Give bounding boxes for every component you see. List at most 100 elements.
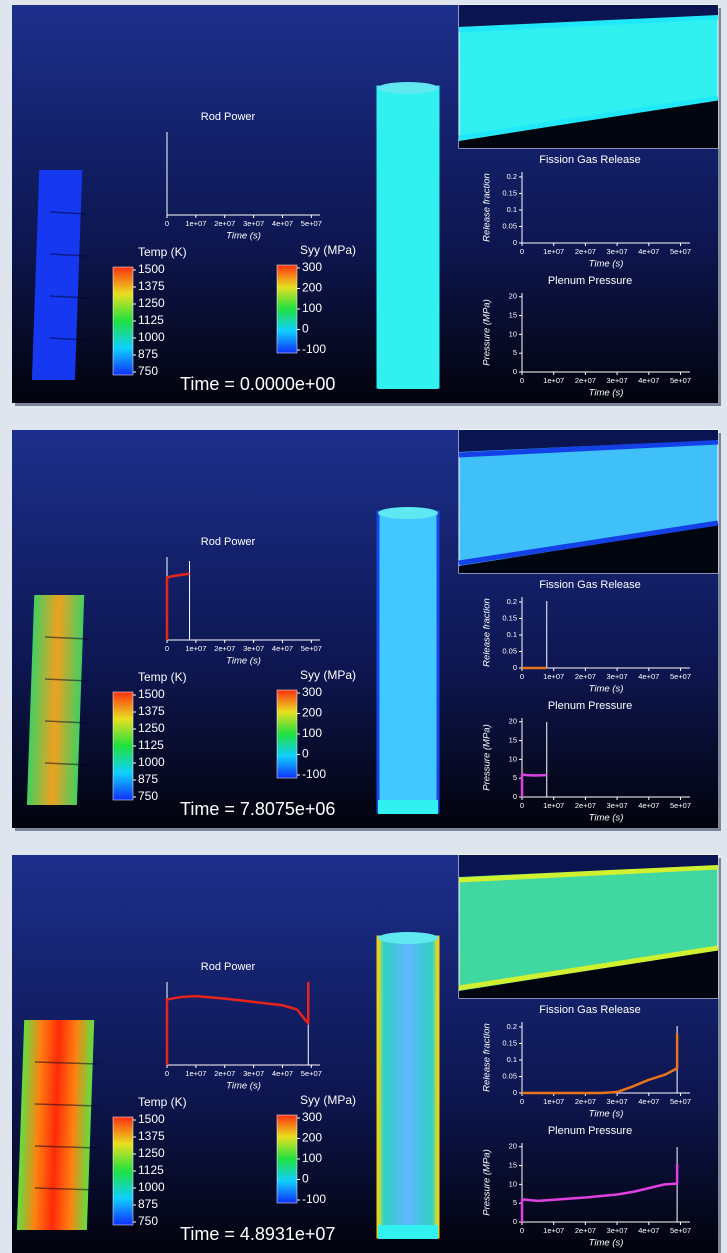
colorbar-label: Syy (MPa) (300, 243, 356, 257)
x-tick-label: 1e+07 (543, 247, 564, 256)
x-tick-label: 0 (520, 1097, 524, 1106)
colorbar-tick-label: 300 (302, 260, 322, 274)
fuel-rod (17, 1020, 94, 1230)
colorbar-tick-label: 200 (302, 281, 322, 295)
x-tick-label: 5e+07 (670, 1097, 691, 1106)
colorbar-tick-label: 1000 (138, 330, 165, 344)
x-axis-label: Time (s) (589, 684, 624, 695)
colorbar-tick-label: 875 (138, 772, 158, 786)
y-tick-label: 0.1 (507, 630, 517, 639)
y-tick-label: 0.15 (502, 1038, 517, 1047)
colorbar-tick-label: 1375 (138, 279, 165, 293)
x-tick-label: 1e+07 (185, 1069, 206, 1078)
y-tick-label: 20 (509, 292, 517, 301)
x-tick-label: 3e+07 (243, 644, 264, 653)
colorbar-tick-label: 1250 (138, 296, 165, 310)
x-tick-label: 3e+07 (607, 1097, 628, 1106)
y-tick-label: 10 (509, 754, 517, 763)
fuel-rod (27, 595, 84, 805)
y-axis-label: Release fraction (482, 598, 493, 667)
x-tick-label: 2e+07 (575, 801, 596, 810)
x-tick-label: 0 (165, 219, 169, 228)
colorbar-tick-label: 300 (302, 685, 322, 699)
colorbar-tick-label: 750 (138, 789, 158, 803)
panel: Time = 7.8075e+06Temp (K)150013751250112… (12, 430, 718, 828)
colorbar-label: Syy (MPa) (300, 668, 356, 682)
colorbar-label: Temp (K) (138, 1095, 187, 1109)
time-label: Time = 0.0000e+00 (180, 374, 335, 394)
cladding-bottom (378, 375, 438, 389)
x-tick-label: 3e+07 (243, 219, 264, 228)
colorbar (113, 692, 133, 800)
x-axis-label: Time (s) (226, 1081, 261, 1092)
x-tick-label: 2e+07 (214, 219, 235, 228)
x-tick-label: 1e+07 (185, 644, 206, 653)
colorbar-tick-label: 1500 (138, 262, 165, 276)
cladding-bottom (378, 800, 438, 814)
y-tick-label: 5 (513, 348, 517, 357)
y-tick-label: 20 (509, 717, 517, 726)
x-tick-label: 3e+07 (243, 1069, 264, 1078)
x-tick-label: 1e+07 (543, 376, 564, 385)
y-tick-label: 20 (509, 1142, 517, 1151)
x-tick-label: 1e+07 (543, 672, 564, 681)
colorbar-tick-label: 1250 (138, 721, 165, 735)
colorbar-tick-label: 0 (302, 322, 309, 336)
x-axis-label: Time (s) (589, 388, 624, 399)
x-tick-label: 2e+07 (575, 1097, 596, 1106)
fuel-rod (32, 170, 82, 380)
cladding-top (378, 82, 438, 94)
y-tick-label: 0.05 (502, 1071, 517, 1080)
y-tick-label: 10 (509, 1179, 517, 1188)
x-axis-label: Time (s) (226, 231, 261, 242)
y-axis-label: Pressure (MPa) (482, 724, 493, 791)
page: Time = 0.0000e+00Temp (K)150013751250112… (0, 0, 727, 1253)
y-tick-label: 0 (513, 1088, 517, 1097)
colorbar-label: Temp (K) (138, 245, 187, 259)
y-tick-label: 5 (513, 773, 517, 782)
colorbar-tick-label: 100 (302, 301, 322, 315)
colorbar-tick-label: 100 (302, 726, 322, 740)
x-tick-label: 1e+07 (543, 801, 564, 810)
x-tick-label: 1e+07 (185, 219, 206, 228)
y-tick-label: 0 (513, 663, 517, 672)
cladding-top (378, 507, 438, 519)
chart-title: Plenum Pressure (548, 275, 632, 287)
x-axis-label: Time (s) (226, 656, 261, 667)
x-axis-label: Time (s) (589, 1109, 624, 1120)
x-tick-label: 3e+07 (607, 376, 628, 385)
x-tick-label: 4e+07 (638, 247, 659, 256)
cladding (378, 512, 438, 812)
x-tick-label: 1e+07 (543, 1226, 564, 1235)
colorbar-tick-label: 100 (302, 1151, 322, 1165)
x-axis-label: Time (s) (589, 1238, 624, 1249)
x-tick-label: 0 (165, 644, 169, 653)
chart-title: Fission Gas Release (539, 154, 641, 166)
x-tick-label: 5e+07 (301, 1069, 322, 1078)
y-tick-label: 0.05 (502, 221, 517, 230)
y-tick-label: 0.2 (507, 1022, 517, 1031)
y-tick-label: 5 (513, 1198, 517, 1207)
x-tick-label: 4e+07 (638, 376, 659, 385)
y-axis-label: Release fraction (482, 1023, 493, 1092)
y-tick-label: 10 (509, 329, 517, 338)
y-tick-label: 0 (513, 367, 517, 376)
x-tick-label: 4e+07 (638, 1097, 659, 1106)
x-tick-label: 2e+07 (575, 1226, 596, 1235)
x-tick-label: 4e+07 (638, 1226, 659, 1235)
colorbar-tick-label: 1500 (138, 687, 165, 701)
y-tick-label: 15 (509, 1161, 517, 1170)
y-tick-label: 0.05 (502, 646, 517, 655)
cladding-top (378, 932, 438, 944)
x-axis-label: Time (s) (589, 259, 624, 270)
chart-title: Fission Gas Release (539, 579, 641, 591)
x-tick-label: 3e+07 (607, 247, 628, 256)
colorbar-tick-label: 300 (302, 1110, 322, 1124)
x-tick-label: 5e+07 (670, 672, 691, 681)
x-tick-label: 4e+07 (272, 1069, 293, 1078)
y-tick-label: 0.15 (502, 613, 517, 622)
chart-title: Rod Power (201, 961, 256, 973)
y-tick-label: 0.1 (507, 205, 517, 214)
